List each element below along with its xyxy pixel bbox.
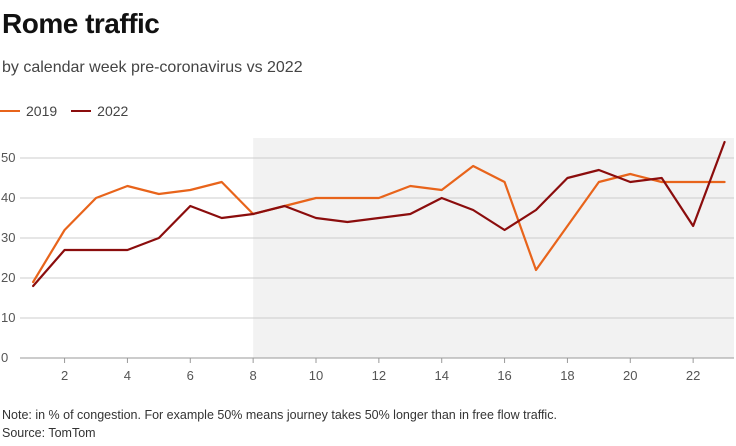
x-tick-label-20: 20	[623, 368, 637, 383]
x-tick-label-12: 12	[372, 368, 386, 383]
x-tick-label-22: 22	[686, 368, 700, 383]
y-tick-label-40: 40	[1, 190, 15, 205]
y-tick-label-20: 20	[1, 270, 15, 285]
y-tick-label-50: 50	[1, 150, 15, 165]
shaded-region	[253, 138, 734, 358]
legend-swatch-2019	[0, 110, 20, 112]
x-tick-label-2: 2	[61, 368, 68, 383]
x-tick-label-18: 18	[560, 368, 574, 383]
series-line-2019	[32, 164, 726, 284]
y-tick-label-0: 0	[1, 350, 8, 365]
footnote: Note: in % of congestion. For example 50…	[2, 408, 557, 422]
x-tick-label-4: 4	[124, 368, 131, 383]
x-tick-label-10: 10	[309, 368, 323, 383]
x-tick-label-16: 16	[497, 368, 511, 383]
chart-subtitle: by calendar week pre-coronavirus vs 2022	[2, 59, 303, 76]
series-line-2022	[32, 140, 726, 288]
legend-label-2019: 2019	[26, 103, 58, 119]
y-tick-label-30: 30	[1, 230, 15, 245]
legend-item-2019: 2019	[0, 103, 57, 119]
y-tick-label-10: 10	[1, 310, 15, 325]
source-credit: Source: TomTom	[2, 426, 96, 440]
chart-title: Rome traffic	[2, 8, 160, 39]
x-tick-label-14: 14	[434, 368, 448, 383]
legend: 2019 2022	[0, 103, 142, 119]
x-tick-label-6: 6	[187, 368, 194, 383]
legend-item-2022: 2022	[71, 103, 128, 119]
legend-label-2022: 2022	[97, 103, 129, 119]
x-tick-label-8: 8	[250, 368, 257, 383]
legend-swatch-2022	[71, 110, 92, 112]
